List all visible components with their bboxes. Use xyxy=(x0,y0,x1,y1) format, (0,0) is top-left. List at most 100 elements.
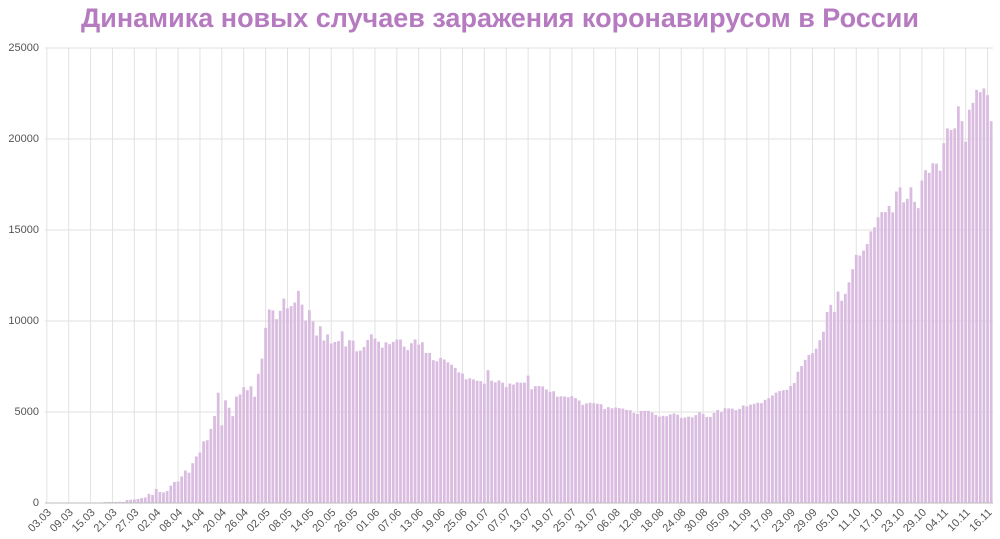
bar xyxy=(938,170,942,503)
bar xyxy=(286,308,289,503)
x-tick-label: 26.04 xyxy=(223,507,251,535)
bar xyxy=(898,187,902,504)
bar xyxy=(253,396,257,503)
bar xyxy=(884,212,887,503)
bar xyxy=(712,412,716,503)
bar xyxy=(858,255,862,503)
bar xyxy=(202,441,205,503)
bar xyxy=(949,129,953,503)
bar xyxy=(468,378,472,503)
y-tick-label: 5000 xyxy=(15,406,39,418)
chart-title: Динамика новых случаев заражения коронав… xyxy=(81,3,919,33)
bar xyxy=(453,367,457,503)
bar xyxy=(497,380,501,503)
bar xyxy=(194,456,198,503)
bar xyxy=(610,408,614,503)
bar xyxy=(344,346,348,503)
bar xyxy=(402,346,406,503)
bar xyxy=(369,334,373,503)
x-tick-label: 17.10 xyxy=(857,507,885,535)
x-tick-label: 15.03 xyxy=(70,507,98,535)
x-tick-label: 08.04 xyxy=(157,507,185,535)
x-tick-label: 03.03 xyxy=(26,507,54,535)
bar xyxy=(180,476,184,503)
bar xyxy=(220,425,224,503)
bar xyxy=(129,499,133,503)
bar xyxy=(825,311,829,503)
bar xyxy=(792,382,796,503)
x-tick-label: 02.04 xyxy=(135,507,163,535)
bar xyxy=(140,498,144,503)
bar xyxy=(541,386,545,503)
bar xyxy=(687,416,690,503)
x-tick-label: 27.03 xyxy=(114,507,142,535)
bar xyxy=(399,339,402,503)
bar xyxy=(183,470,187,503)
bar xyxy=(781,390,785,503)
x-tick-label: 01.06 xyxy=(354,507,382,535)
bar xyxy=(304,320,308,503)
x-tick-label: 07.07 xyxy=(485,507,513,535)
bar xyxy=(836,291,840,503)
bar xyxy=(876,217,880,503)
bar xyxy=(905,198,909,504)
bar xyxy=(227,407,231,503)
y-tick-label: 25000 xyxy=(8,42,39,54)
bar xyxy=(329,343,333,503)
bar xyxy=(843,293,847,503)
bar xyxy=(176,481,180,503)
bar xyxy=(205,440,209,503)
bar xyxy=(818,340,822,503)
bar xyxy=(479,381,483,503)
x-tick-label: 11.10 xyxy=(836,507,863,534)
x-tick-label: 09.03 xyxy=(48,507,76,535)
bar xyxy=(636,413,639,503)
bar xyxy=(311,321,315,503)
y-tick-label: 15000 xyxy=(8,224,39,236)
bar xyxy=(920,180,924,503)
bar xyxy=(625,409,628,503)
bar xyxy=(318,326,322,503)
x-tick-label: 05.09 xyxy=(704,507,732,535)
bar xyxy=(450,364,453,503)
bar xyxy=(756,402,760,503)
bar xyxy=(420,342,424,503)
bar xyxy=(690,417,694,503)
bar xyxy=(267,309,271,503)
bar xyxy=(125,500,129,503)
bar xyxy=(482,383,486,503)
bar xyxy=(643,410,647,503)
bar xyxy=(282,298,286,503)
bar xyxy=(406,350,410,503)
bar xyxy=(391,341,395,503)
bar xyxy=(143,497,147,503)
bar xyxy=(967,109,971,503)
bar xyxy=(723,408,727,503)
bar xyxy=(862,250,865,503)
bar xyxy=(289,306,293,503)
bar xyxy=(256,373,260,503)
bar xyxy=(668,414,672,503)
bar xyxy=(654,414,658,503)
bar xyxy=(581,404,585,503)
bar xyxy=(811,353,814,503)
bar xyxy=(705,416,709,503)
bar xyxy=(574,398,577,503)
bar xyxy=(559,396,563,503)
bar xyxy=(515,382,519,503)
bar xyxy=(927,172,931,504)
bar xyxy=(752,403,756,503)
bar xyxy=(971,102,975,504)
bar xyxy=(435,361,439,503)
bar xyxy=(989,121,993,503)
bar xyxy=(665,416,669,503)
bar xyxy=(413,339,417,503)
bar xyxy=(490,380,494,503)
x-tick-label: 16.11 xyxy=(967,507,994,534)
x-tick-label: 19.06 xyxy=(420,507,448,535)
y-tick-label: 20000 xyxy=(8,133,39,145)
bar xyxy=(439,357,442,503)
x-tick-label: 02.05 xyxy=(245,507,273,535)
bar xyxy=(355,351,359,503)
x-tick-label: 25.07 xyxy=(551,507,579,535)
